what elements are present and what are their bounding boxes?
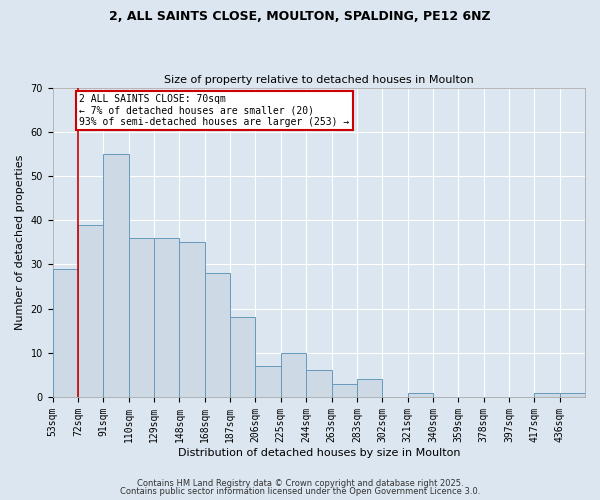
X-axis label: Distribution of detached houses by size in Moulton: Distribution of detached houses by size … (178, 448, 460, 458)
Bar (205, 273, 230, 397)
Bar (179, 242, 205, 397)
Bar (306, 370, 332, 397)
Bar (281, 353, 306, 397)
Bar (357, 380, 382, 397)
Bar (535, 392, 560, 397)
Text: Contains HM Land Registry data © Crown copyright and database right 2025.: Contains HM Land Registry data © Crown c… (137, 478, 463, 488)
Y-axis label: Number of detached properties: Number of detached properties (15, 154, 25, 330)
Bar (129, 238, 154, 397)
Bar (230, 318, 256, 397)
Bar (407, 392, 433, 397)
Text: 2, ALL SAINTS CLOSE, MOULTON, SPALDING, PE12 6NZ: 2, ALL SAINTS CLOSE, MOULTON, SPALDING, … (109, 10, 491, 23)
Title: Size of property relative to detached houses in Moulton: Size of property relative to detached ho… (164, 76, 474, 86)
Text: Contains public sector information licensed under the Open Government Licence 3.: Contains public sector information licen… (120, 487, 480, 496)
Bar (103, 154, 129, 397)
Bar (256, 366, 281, 397)
Bar (332, 384, 357, 397)
Bar (154, 238, 179, 397)
Bar (78, 224, 103, 397)
Bar (560, 392, 585, 397)
Bar (53, 269, 78, 397)
Text: 2 ALL SAINTS CLOSE: 70sqm
← 7% of detached houses are smaller (20)
93% of semi-d: 2 ALL SAINTS CLOSE: 70sqm ← 7% of detach… (79, 94, 350, 128)
